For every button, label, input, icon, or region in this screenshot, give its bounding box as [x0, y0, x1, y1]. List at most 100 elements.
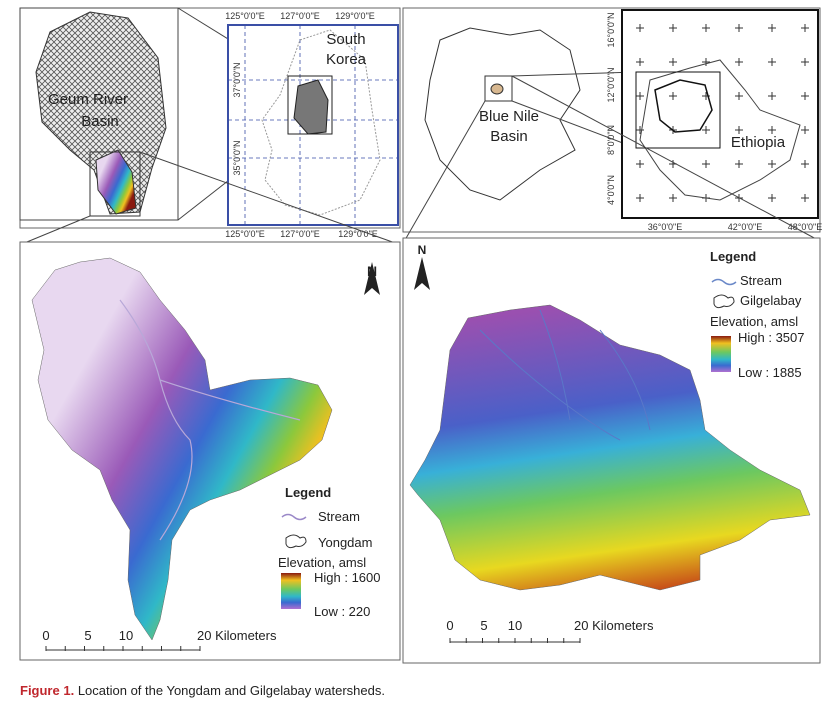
graticule-mark	[801, 194, 809, 202]
graticule-mark	[768, 92, 776, 100]
graticule-mark	[801, 92, 809, 100]
north-arrow	[364, 262, 380, 295]
graticule-mark	[735, 58, 743, 66]
legend-watershed-icon	[713, 294, 735, 309]
lon-label: 42°0'0"E	[728, 222, 763, 232]
graticule-mark	[735, 24, 743, 32]
graticule-mark	[801, 126, 809, 134]
connector	[139, 151, 399, 245]
lon-label: 48°0'0"E	[788, 222, 823, 232]
graticule-mark	[669, 58, 677, 66]
graticule-mark	[669, 92, 677, 100]
scale-label: 20 Kilometers	[574, 618, 654, 633]
lon-label: 129°0'0"E	[338, 229, 378, 239]
caption-label: Figure 1.	[20, 683, 74, 698]
scale-bar	[449, 638, 581, 643]
graticule-mark	[768, 24, 776, 32]
lon-label: 125°0'0"E	[225, 229, 265, 239]
graticule-mark	[768, 126, 776, 134]
country-label: Ethiopia	[731, 134, 786, 151]
graticule-mark	[801, 24, 809, 32]
scale-label: 20 Kilometers	[197, 628, 277, 643]
scale-label: 5	[480, 618, 487, 633]
scale-label: 5	[84, 628, 91, 643]
graticule-mark	[669, 194, 677, 202]
legend-stream-icon	[281, 513, 307, 521]
caption-text: Location of the Yongdam and Gilgelabay w…	[78, 683, 385, 698]
graticule-mark	[768, 58, 776, 66]
connector	[511, 100, 637, 149]
basin-label: Geum River	[48, 91, 128, 108]
graticule-mark	[636, 194, 644, 202]
scale-label: 10	[119, 628, 133, 643]
scale-label: 10	[508, 618, 522, 633]
graticule-mark	[702, 24, 710, 32]
blue-nile-small	[654, 79, 713, 133]
legend-label: Stream	[318, 509, 360, 524]
graticule-mark	[636, 126, 644, 134]
lon-label: 36°0'0"E	[648, 222, 683, 232]
locator-box	[287, 75, 333, 135]
legend-label: Elevation, amsl	[278, 555, 366, 570]
connector	[21, 215, 91, 245]
locator-box	[89, 151, 141, 217]
country-label: Korea	[326, 51, 367, 68]
geum-small	[293, 79, 329, 135]
lat-label: 16°0'0"N	[606, 12, 616, 47]
legend-colorbar	[281, 573, 301, 609]
lat-label: 8°0'0"N	[606, 125, 616, 155]
graticule-mark	[768, 160, 776, 168]
legend-title: Legend	[285, 485, 331, 500]
streams	[119, 299, 301, 541]
north-label: N	[418, 243, 427, 257]
graticule-mark	[735, 92, 743, 100]
gilgelabay-small	[490, 83, 504, 95]
graticule-mark	[669, 24, 677, 32]
ethiopia-inset: Blue Nile Basin Ethiopia 16°0'0"N 12°0'0…	[402, 7, 823, 233]
graticule-mark	[636, 58, 644, 66]
basin-label: Basin	[81, 113, 119, 130]
legend-label: High : 3507	[738, 330, 805, 345]
country-label: South	[326, 31, 365, 48]
graticule-mark	[801, 160, 809, 168]
lon-label: 129°0'0"E	[335, 11, 375, 21]
graticule-mark	[702, 58, 710, 66]
scale-bar	[45, 646, 201, 651]
graticule-mark	[636, 92, 644, 100]
graticule-mark	[735, 126, 743, 134]
scale-label: 0	[42, 628, 49, 643]
locator-box	[635, 71, 721, 149]
legend-label: Elevation, amsl	[710, 314, 798, 329]
gilgelabay-elevation	[409, 304, 811, 591]
legend-label: Gilgelabay	[740, 293, 802, 308]
graticule-mark	[636, 160, 644, 168]
yongdam-map: N Legend Stream Yongdam Elevation, amsl …	[19, 241, 401, 661]
legend-colorbar	[711, 336, 731, 372]
lat-label: 12°0'0"N	[606, 67, 616, 102]
lon-label: 127°0'0"E	[280, 11, 320, 21]
legend-label: Low : 1885	[738, 365, 802, 380]
streams	[479, 309, 651, 441]
connector	[404, 100, 486, 241]
legend-watershed-icon	[285, 534, 307, 549]
legend-stream-icon	[711, 278, 737, 286]
north-arrow	[414, 257, 430, 290]
graticule-mark	[636, 24, 644, 32]
yongdam-elevation	[31, 257, 333, 641]
connector	[511, 75, 819, 241]
ethiopia-outline	[639, 59, 801, 201]
caption: Figure 1. Location of the Yongdam and Gi…	[20, 683, 385, 698]
graticule-mark	[702, 126, 710, 134]
legend-label: Stream	[740, 273, 782, 288]
legend-label: Yongdam	[318, 535, 372, 550]
graticule-mark	[702, 160, 710, 168]
yongdam-small	[95, 149, 137, 215]
connector	[511, 71, 637, 77]
legend-title: Legend	[710, 249, 756, 264]
north-label: N	[367, 263, 377, 279]
scale-label: 0	[446, 618, 453, 633]
korea-inset: Geum River Basin South Korea 125°0'0"E 1…	[19, 7, 401, 239]
graticule-mark	[735, 160, 743, 168]
blue-nile-basin	[424, 27, 581, 201]
